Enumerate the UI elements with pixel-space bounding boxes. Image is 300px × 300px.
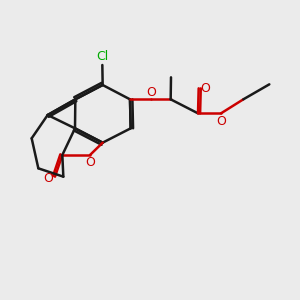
Text: O: O <box>146 86 156 99</box>
Text: O: O <box>216 115 226 128</box>
Text: O: O <box>200 82 210 95</box>
Text: O: O <box>44 172 53 185</box>
Text: O: O <box>85 157 95 169</box>
Text: Cl: Cl <box>96 50 109 64</box>
